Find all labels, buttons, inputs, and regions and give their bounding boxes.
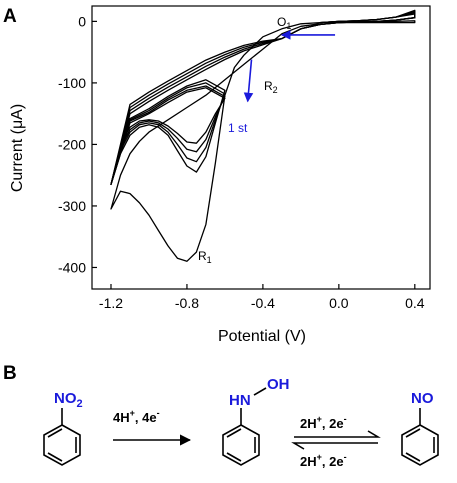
y-tick-label: -400 bbox=[58, 259, 86, 275]
nitrobenzene-structure bbox=[43, 408, 81, 466]
cv-cycle-2 bbox=[110, 12, 416, 186]
x-tick-label: 0.0 bbox=[329, 295, 349, 311]
x-tick-label: -1.2 bbox=[99, 295, 123, 311]
cv-cycle-5 bbox=[110, 20, 416, 262]
peak-r1-label: R1 bbox=[198, 249, 212, 265]
reaction-conditions-reverse: 2H+, 2e- bbox=[300, 452, 347, 469]
benzene-ring bbox=[43, 424, 81, 466]
plot-frame bbox=[91, 5, 431, 290]
benzene-ring bbox=[401, 424, 439, 466]
panel-b-label: B bbox=[3, 363, 17, 384]
ring-double-bond bbox=[47, 452, 63, 462]
axis-ticks: -1.2 -0.8 -0.4 0.0 0.4 0 -100 -200 -300 -400 bbox=[58, 13, 425, 311]
forward-arrow bbox=[294, 430, 381, 438]
x-tick-label: 0.4 bbox=[405, 295, 425, 311]
n-o-bond bbox=[253, 387, 267, 396]
amine-nh-label: HN bbox=[229, 392, 251, 409]
benzene-ring bbox=[222, 424, 260, 466]
ring-double-bond bbox=[405, 428, 421, 438]
nitroso-group-label: NO bbox=[411, 390, 434, 407]
y-tick-label: -300 bbox=[58, 198, 86, 214]
x-tick-label: -0.4 bbox=[251, 295, 275, 311]
reaction-conditions-forward: 2H+, 2e- bbox=[300, 414, 347, 431]
ring-double-bond bbox=[47, 428, 63, 438]
y-tick-label: 0 bbox=[78, 13, 86, 29]
ring-double-bond bbox=[405, 452, 421, 462]
panel-a-label: A bbox=[3, 6, 17, 27]
ring-double-bond bbox=[226, 428, 242, 438]
x-axis-label: Potential (V) bbox=[218, 328, 306, 345]
phenylhydroxylamine-structure bbox=[222, 387, 267, 466]
equilibrium-arrows bbox=[291, 430, 381, 450]
x-tick-label: -0.8 bbox=[175, 295, 199, 311]
y-axis-label: Current (μA) bbox=[9, 104, 26, 192]
cv-cycle-4 bbox=[110, 9, 416, 186]
cycle-order-arrow bbox=[243, 59, 254, 103]
nitrosobenzene-structure bbox=[401, 408, 439, 466]
peak-r2-label: R2 bbox=[264, 79, 278, 95]
cv-plot: -1.2 -0.8 -0.4 0.0 0.4 0 -100 -200 -300 -400 bbox=[58, 5, 431, 311]
y-tick-label: -200 bbox=[58, 136, 86, 152]
nitro-group-label: NO2 bbox=[54, 390, 83, 410]
reaction-conditions-1: 4H+, 4e- bbox=[113, 408, 160, 425]
cv-cycle-1 bbox=[110, 13, 416, 186]
peak-o1-label: O1 bbox=[277, 15, 291, 31]
ring-double-bond bbox=[226, 452, 242, 462]
cv-curves bbox=[110, 9, 416, 262]
reverse-arrow bbox=[291, 442, 378, 450]
first-cycle-label: 1 st bbox=[228, 121, 248, 135]
y-tick-label: -100 bbox=[58, 75, 86, 91]
hydroxyl-label: OH bbox=[267, 376, 290, 393]
